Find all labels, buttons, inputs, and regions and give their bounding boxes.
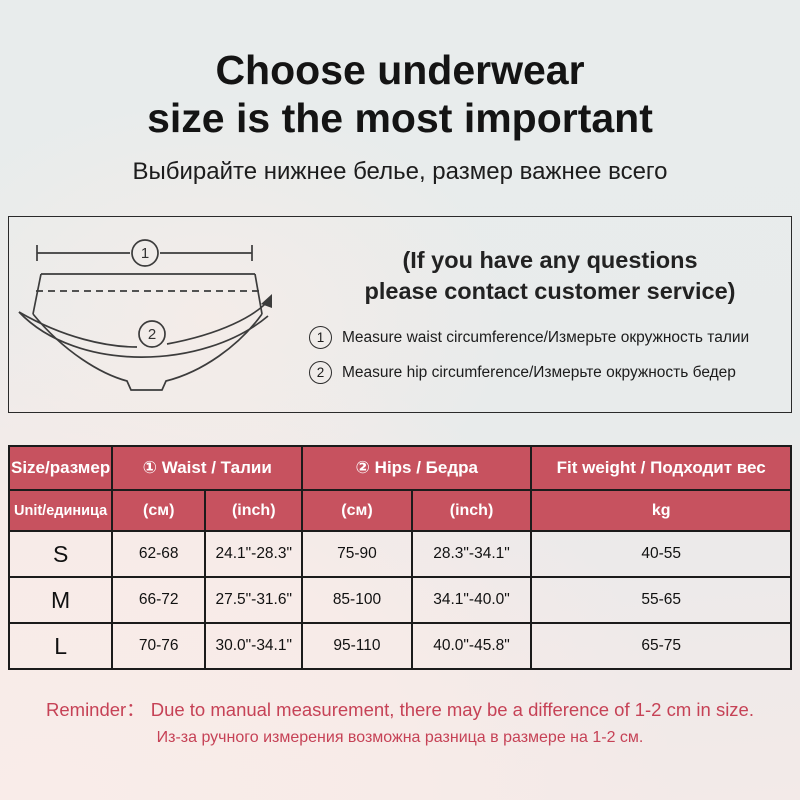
measurement-info-box: 1 2 (If you have any questions please co… [8, 216, 792, 413]
hip-marker-circle [138, 320, 166, 348]
reminder-line-en: Reminder： Due to manual measurement, ther… [0, 696, 800, 722]
note-waist-number: 1 [309, 326, 332, 350]
cell-fit-weight: 40-55 [530, 530, 792, 578]
cell-hips-cm: 75-90 [301, 530, 413, 578]
cell-hips-cm: 85-100 [301, 576, 413, 624]
cell-fit-weight: 65-75 [530, 622, 792, 670]
note-hip-text: Measure hip circumference/Измерьте окруж… [342, 363, 736, 381]
cell-waist-cm: 62-68 [111, 530, 207, 578]
header-size: Size/размер [7, 445, 114, 491]
header-waist-inch: (inch) [204, 489, 304, 532]
cell-hips-cm: 95-110 [301, 622, 413, 670]
hip-marker-number: 2 [148, 326, 156, 343]
reminder-line-ru: Из-за ручного измерения возможна разница… [156, 729, 644, 746]
size-table: Size/размер ① Waist / Талии ② Hips / Бед… [7, 445, 792, 670]
header-unit: Unit/единица [7, 489, 114, 532]
cell-hips-inch: 40.0"-45.8" [410, 622, 533, 670]
cell-waist-inch: 24.1"-28.3" [204, 530, 304, 578]
header-hips-cm: (см) [301, 489, 413, 532]
measurement-instructions: (If you have any questions please contac… [309, 217, 791, 412]
waist-marker-circle [131, 239, 159, 267]
cell-fit-weight: 55-65 [530, 576, 792, 624]
page-header: Choose underwear size is the most import… [0, 0, 800, 186]
cell-size: L [7, 622, 114, 670]
page-subtitle-ru: Выбирайте нижнее белье, размер важнее вс… [132, 158, 668, 185]
page-title-line2: size is the most important [147, 95, 653, 141]
underwear-diagram-svg: 1 2 [18, 239, 272, 391]
hip-tape-upper-arc [18, 311, 138, 348]
cell-size: M [7, 576, 114, 624]
hip-tape-lower-arc [18, 311, 269, 358]
note-hip: 2 Measure hip circumference/Измерьте окр… [309, 361, 791, 385]
panty-outline [32, 313, 263, 391]
header-fit-weight: Fit weight / Подходит вес [530, 445, 792, 491]
page-title-line1: Choose underwear [215, 47, 585, 93]
table-row-m: M 66-72 27.5"-31.6" 85-100 34.1"-40.0" 5… [7, 576, 792, 624]
cell-size: S [7, 530, 114, 578]
measure-notes: 1 Measure waist circumference/Измерьте о… [309, 326, 791, 385]
table-header-row-2: Unit/единица (см) (inch) (см) (inch) kg [7, 489, 792, 532]
cell-hips-inch: 28.3"-34.1" [410, 530, 533, 578]
table-row-l: L 70-76 30.0"-34.1" 95-110 40.0"-45.8" 6… [7, 622, 792, 670]
cell-waist-cm: 66-72 [111, 576, 207, 624]
table-header-row-1: Size/размер ① Waist / Талии ② Hips / Бед… [7, 445, 792, 491]
hip-tape-arrowhead [261, 294, 272, 308]
reminder-label: Reminder： [46, 699, 145, 720]
cell-waist-inch: 27.5"-31.6" [204, 576, 304, 624]
cell-waist-inch: 30.0"-34.1" [204, 622, 304, 670]
header-waist-cm: (см) [111, 489, 207, 532]
waistband-outline [32, 273, 263, 315]
underwear-diagram: 1 2 [9, 217, 309, 412]
header-waist: ① Waist / Талии [111, 445, 304, 491]
header-hips-inch: (inch) [410, 489, 533, 532]
cell-hips-inch: 34.1"-40.0" [410, 576, 533, 624]
reminder-block: Reminder： Due to manual measurement, ther… [0, 696, 800, 747]
reminder-text-en: Due to manual measurement, there may be … [150, 699, 754, 720]
size-guide-page: Choose underwear size is the most import… [0, 0, 800, 747]
contact-heading-line2: please contact customer service) [364, 277, 736, 304]
contact-heading: (If you have any questions please contac… [309, 245, 791, 306]
note-waist: 1 Measure waist circumference/Измерьте о… [309, 326, 791, 350]
table-row-s: S 62-68 24.1"-28.3" 75-90 28.3"-34.1" 40… [7, 530, 792, 578]
waist-marker-number: 1 [141, 245, 149, 262]
contact-heading-line1: (If you have any questions [402, 247, 698, 273]
cell-waist-cm: 70-76 [111, 622, 207, 670]
header-hips: ② Hips / Бедра [301, 445, 533, 491]
note-waist-text: Measure waist circumference/Измерьте окр… [342, 328, 750, 346]
header-kg: kg [530, 489, 792, 532]
note-hip-number: 2 [309, 361, 332, 385]
